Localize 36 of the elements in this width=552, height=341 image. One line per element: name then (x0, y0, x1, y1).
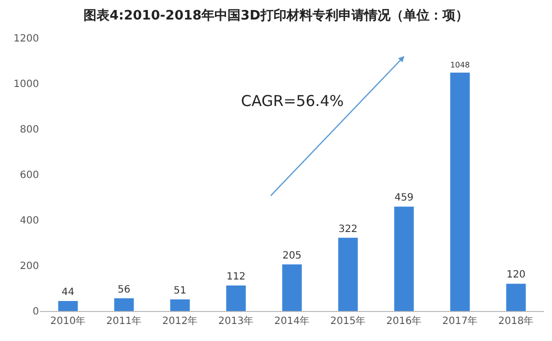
data-label: 56 (118, 284, 130, 296)
y-tick-label: 400 (20, 216, 39, 226)
x-tick-label: 2015年 (330, 315, 366, 327)
bar (226, 286, 246, 311)
y-tick-label: 0 (32, 306, 39, 318)
bar (58, 300, 78, 311)
bar (394, 206, 414, 311)
x-tick-label: 2013年 (218, 315, 254, 327)
x-tick-label: 2017年 (442, 315, 478, 327)
x-tick-label: 2011年 (106, 315, 142, 327)
data-label: 120 (506, 270, 526, 281)
data-label: 205 (282, 250, 302, 262)
data-label: 44 (62, 286, 74, 298)
bar (170, 299, 190, 311)
x-tick-label: 2014年 (274, 315, 310, 327)
y-tick-label: 200 (20, 261, 39, 272)
annotation: CAGR=56.4% (241, 92, 344, 110)
y-tick-label: 1200 (14, 34, 39, 44)
x-tick-label: 2010年 (50, 315, 86, 327)
bar (114, 298, 134, 311)
y-tick-label: 600 (20, 170, 39, 181)
bar (506, 284, 526, 311)
data-label: 51 (174, 285, 186, 296)
x-tick-label: 2016年 (386, 315, 422, 327)
data-label: 459 (394, 192, 414, 204)
x-tick-label: 2012年 (162, 315, 198, 327)
bar (338, 238, 358, 311)
data-label: 322 (338, 224, 358, 235)
x-tick-label: 2018年 (498, 315, 534, 327)
bar (450, 72, 470, 311)
bar (282, 264, 302, 311)
data-label: 112 (226, 272, 246, 283)
data-label: 1048 (450, 60, 470, 70)
chart-title: 图表4:2010-2018年中国3D打印材料专利申请情况（单位：项） (84, 7, 468, 24)
y-tick-label: 1000 (14, 79, 39, 90)
y-tick-label: 800 (20, 124, 39, 136)
